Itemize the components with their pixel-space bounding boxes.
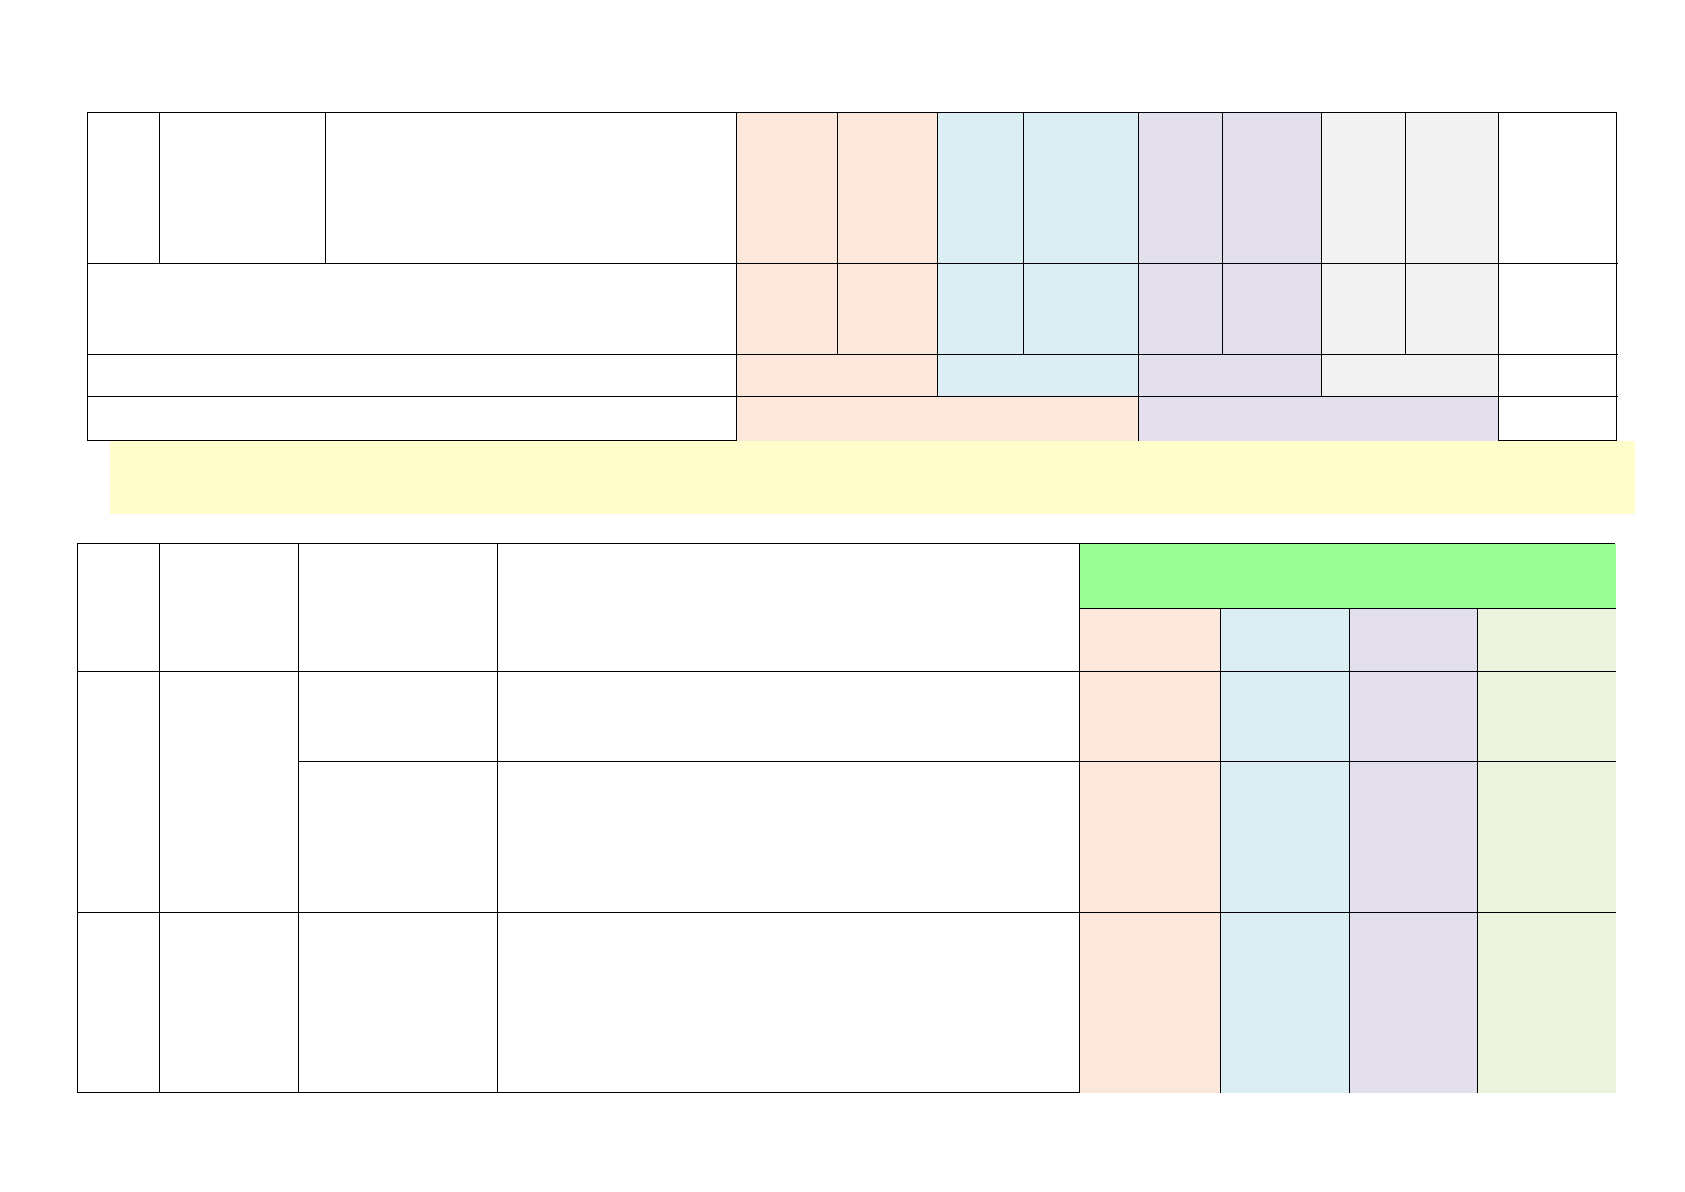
t1-header-c3 <box>326 113 737 264</box>
t1-header-c1 <box>88 113 160 264</box>
t2-header-c1 <box>78 544 160 672</box>
t1-header-c2 <box>160 113 326 264</box>
t1-header-last <box>1499 113 1618 264</box>
t1-row4-peach-blue <box>737 397 1139 442</box>
t2-row1-c4 <box>498 672 1080 762</box>
t2-row2-peach <box>1080 762 1221 913</box>
t2-row1-lavender <box>1350 672 1478 762</box>
t2-header-c4 <box>498 544 1080 672</box>
t1-row3-lavender <box>1139 355 1322 397</box>
t2-row1-sage <box>1478 672 1616 762</box>
t1-row2-lavender-2 <box>1223 264 1322 355</box>
t1-row3-peach <box>737 355 938 397</box>
t1-row2-blue-2 <box>1024 264 1139 355</box>
t2-row1-peach <box>1080 672 1221 762</box>
t2-row1-blue <box>1221 672 1350 762</box>
t2-header-green <box>1080 544 1616 609</box>
t2-header-lavender <box>1350 609 1478 672</box>
t1-row2-gray-2 <box>1406 264 1499 355</box>
t1-row4-last <box>1499 397 1618 442</box>
t2-header-blue <box>1221 609 1350 672</box>
t2-row3-peach <box>1080 913 1221 1093</box>
t2-row3-c4 <box>498 913 1080 1093</box>
t1-row4-lavender-gray <box>1139 397 1499 442</box>
t2-row2-sage <box>1478 762 1616 913</box>
t1-header-peach-1 <box>737 113 838 264</box>
t1-header-peach-2 <box>838 113 938 264</box>
t2-row3-lavender <box>1350 913 1478 1093</box>
t1-row3-gray <box>1322 355 1499 397</box>
t1-header-blue-2 <box>1024 113 1139 264</box>
t2-header-sage <box>1478 609 1616 672</box>
t2-row3-c2 <box>160 913 299 1093</box>
t1-header-gray-1 <box>1322 113 1406 264</box>
t1-row2-peach-2 <box>838 264 938 355</box>
t1-row3-blue <box>938 355 1139 397</box>
t1-row2-label <box>88 264 737 355</box>
t2-row2-blue <box>1221 762 1350 913</box>
t2-row2-c3 <box>299 762 498 913</box>
table-1 <box>87 112 1618 442</box>
t1-row2-gray-1 <box>1322 264 1406 355</box>
t2-row3-blue <box>1221 913 1350 1093</box>
table-2 <box>77 543 1616 1093</box>
t1-row3-label <box>88 355 737 397</box>
t1-header-lavender-2 <box>1223 113 1322 264</box>
t2-row2-lavender <box>1350 762 1478 913</box>
t1-row3-last <box>1499 355 1618 397</box>
t2-row3-c1 <box>78 913 160 1093</box>
t1-header-blue-1 <box>938 113 1024 264</box>
t1-row2-lavender-1 <box>1139 264 1223 355</box>
t2-row1-c2 <box>160 672 299 913</box>
t1-row2-blue-1 <box>938 264 1024 355</box>
t2-header-c3 <box>299 544 498 672</box>
t1-row2-last <box>1499 264 1618 355</box>
note-band <box>110 441 1635 514</box>
t2-row3-c3 <box>299 913 498 1093</box>
t2-header-c2 <box>160 544 299 672</box>
t2-row2-c4 <box>498 762 1080 913</box>
t1-row4-label <box>88 397 737 442</box>
t1-header-lavender-1 <box>1139 113 1223 264</box>
t1-header-gray-2 <box>1406 113 1499 264</box>
t2-header-peach <box>1080 609 1221 672</box>
t2-row3-sage <box>1478 913 1616 1093</box>
t1-row2-peach-1 <box>737 264 838 355</box>
t2-row1-c1 <box>78 672 160 913</box>
t2-row1-c3 <box>299 672 498 762</box>
